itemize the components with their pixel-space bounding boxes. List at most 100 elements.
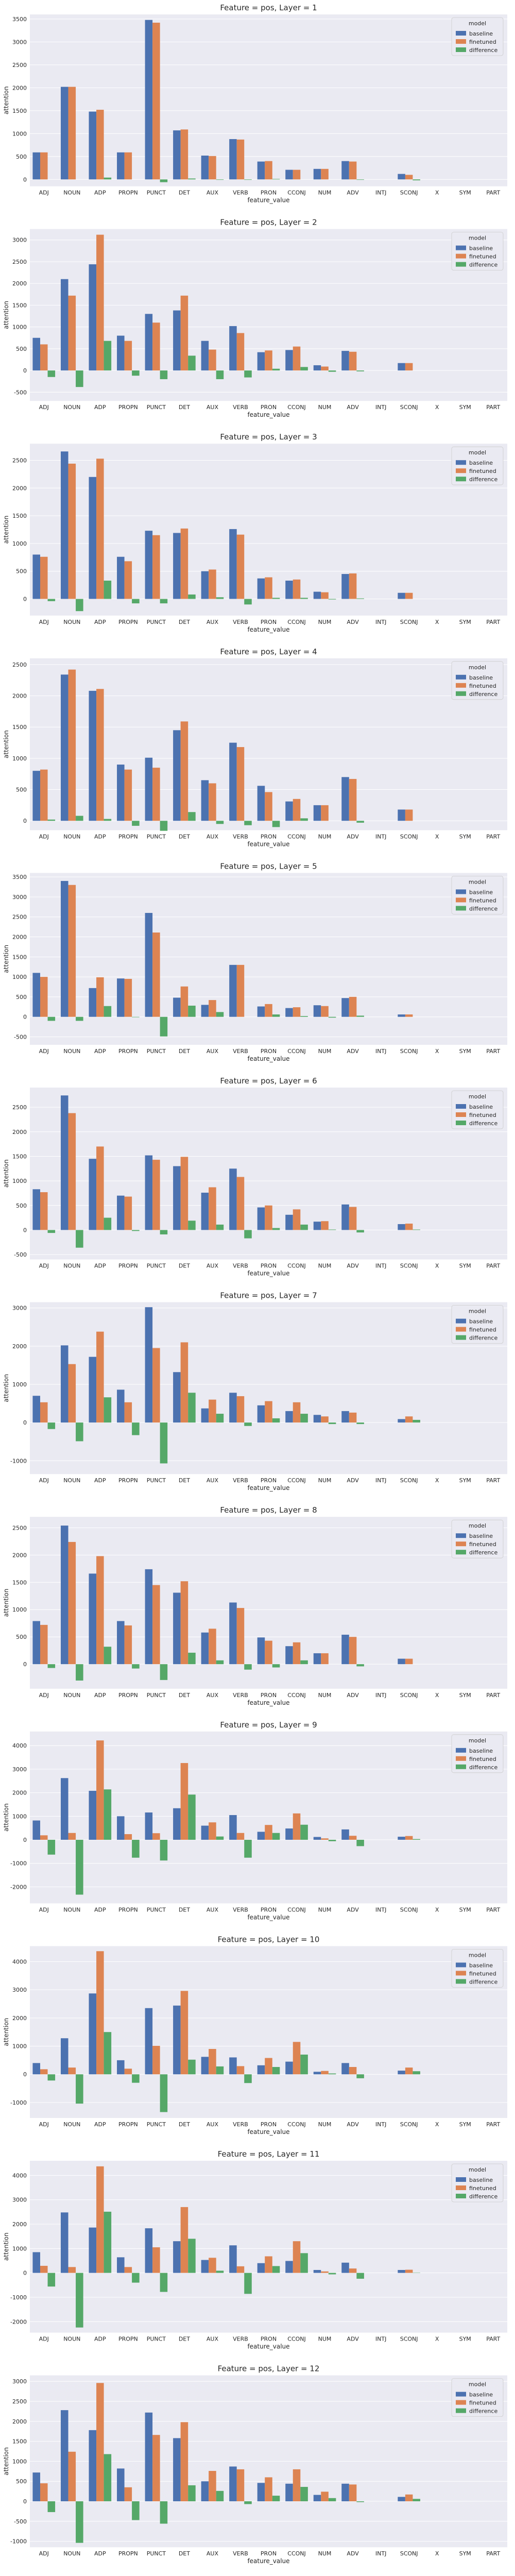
x-tick-label: ADP xyxy=(94,1692,106,1699)
y-tick-label: 2000 xyxy=(12,934,27,941)
bar-finetuned xyxy=(40,1624,48,1665)
y-tick-label: 500 xyxy=(16,2478,27,2485)
y-tick-label: 2000 xyxy=(12,1552,27,1558)
chart-title: Feature = pos, Layer = 4 xyxy=(220,647,317,656)
x-tick-label: PUNCT xyxy=(147,1263,166,1269)
x-tick-label: SCONJ xyxy=(400,190,418,196)
bar-finetuned xyxy=(40,2265,48,2273)
x-tick-label: SCONJ xyxy=(400,1692,418,1699)
y-tick-label: 2000 xyxy=(12,280,27,287)
bar-finetuned xyxy=(180,1763,188,1840)
legend-entry-baseline: baseline xyxy=(469,2392,493,2398)
bar-finetuned xyxy=(349,2268,357,2273)
bar-finetuned xyxy=(293,579,301,599)
legend-swatch-finetuned xyxy=(456,468,466,473)
bar-difference xyxy=(47,1016,56,1021)
bar-difference xyxy=(47,2074,56,2081)
x-tick-label: NOUN xyxy=(63,619,80,625)
bar-baseline xyxy=(229,2245,237,2273)
bar-baseline xyxy=(341,2483,349,2501)
bar-difference xyxy=(47,599,56,601)
bar-finetuned xyxy=(68,2267,76,2273)
bar-baseline xyxy=(257,2065,265,2075)
x-tick-label: ADP xyxy=(94,1906,106,1913)
y-tick-label: 1500 xyxy=(12,2438,27,2445)
bar-finetuned xyxy=(405,1014,413,1017)
legend-entry-baseline: baseline xyxy=(469,30,493,37)
bar-baseline xyxy=(89,1993,97,2075)
x-tick-label: X xyxy=(435,2336,439,2343)
bar-finetuned xyxy=(236,2469,245,2501)
bar-baseline xyxy=(201,2481,209,2501)
x-tick-label: CCONJ xyxy=(287,1048,306,1055)
x-axis-label: feature_value xyxy=(247,2557,289,2565)
bar-difference xyxy=(188,1652,196,1665)
x-tick-label: X xyxy=(435,1692,439,1699)
x-tick-label: ADP xyxy=(94,1263,106,1269)
bar-finetuned xyxy=(180,528,188,599)
x-tick-label: NUM xyxy=(318,1263,332,1269)
y-tick-label: 0 xyxy=(23,2498,27,2505)
legend-entry-finetuned: finetuned xyxy=(469,1970,496,1977)
bar-finetuned xyxy=(349,1637,357,1665)
x-tick-label: DET xyxy=(179,2550,190,2557)
bar-difference xyxy=(244,1422,252,1426)
x-tick-label: ADP xyxy=(94,2121,106,2128)
bar-finetuned xyxy=(293,346,301,371)
x-tick-label: SCONJ xyxy=(400,1048,418,1055)
bar-baseline xyxy=(173,533,181,599)
y-tick-label: 1000 xyxy=(12,755,27,762)
bar-finetuned xyxy=(68,1364,76,1423)
x-tick-label: PROPN xyxy=(118,833,138,840)
bar-finetuned xyxy=(40,344,48,371)
legend-title: model xyxy=(469,1093,486,1100)
bar-difference xyxy=(328,1422,336,1425)
bar-difference xyxy=(272,1228,280,1230)
bar-baseline xyxy=(145,1569,153,1665)
y-axis-label: attention xyxy=(3,86,10,114)
bar-baseline xyxy=(60,2410,68,2501)
y-tick-label: -1000 xyxy=(10,2294,27,2301)
legend-title: model xyxy=(469,1522,486,1529)
legend-swatch-finetuned xyxy=(456,1327,466,1332)
bar-finetuned xyxy=(293,2241,301,2273)
x-tick-label: CCONJ xyxy=(287,2550,306,2557)
bar-finetuned xyxy=(180,1581,188,1665)
bar-finetuned xyxy=(209,2258,216,2273)
bar-baseline xyxy=(117,2257,125,2273)
legend-swatch-baseline xyxy=(456,245,466,250)
legend: model baseline finetuned difference xyxy=(451,1305,504,1344)
bar-baseline xyxy=(117,1621,125,1665)
bar-finetuned xyxy=(152,323,160,371)
x-tick-label: PROPN xyxy=(118,1692,138,1699)
bar-difference xyxy=(356,370,364,371)
x-tick-label: VERB xyxy=(233,833,248,840)
bar-difference xyxy=(188,178,196,180)
x-tick-label: NUM xyxy=(318,833,332,840)
x-tick-label: ADJ xyxy=(39,2121,49,2128)
bar-difference xyxy=(76,2501,83,2543)
y-tick-label: 3000 xyxy=(12,2378,27,2385)
y-tick-label: 1500 xyxy=(12,1153,27,1160)
bar-difference xyxy=(413,1419,420,1423)
x-tick-label: ADV xyxy=(347,190,359,196)
y-tick-label: 4000 xyxy=(12,1958,27,1965)
legend-swatch-difference xyxy=(456,1979,466,1984)
bar-baseline xyxy=(313,1837,321,1840)
bar-difference xyxy=(300,1224,308,1230)
y-axis-label: attention xyxy=(3,1374,10,1402)
bar-baseline xyxy=(32,2063,40,2075)
bar-baseline xyxy=(89,1357,97,1423)
bar-baseline xyxy=(173,1372,181,1423)
y-axis-label: attention xyxy=(3,1159,10,1188)
y-tick-label: 1500 xyxy=(12,1579,27,1586)
x-tick-label: PUNCT xyxy=(147,1048,166,1055)
bar-baseline xyxy=(145,1155,153,1230)
bar-finetuned xyxy=(152,2435,160,2501)
bar-baseline xyxy=(89,477,97,599)
y-tick-label: 2500 xyxy=(12,1104,27,1111)
bar-baseline xyxy=(60,1095,68,1230)
bar-baseline xyxy=(229,529,237,599)
x-tick-label: AUX xyxy=(207,404,219,411)
legend-swatch-difference xyxy=(456,691,466,696)
